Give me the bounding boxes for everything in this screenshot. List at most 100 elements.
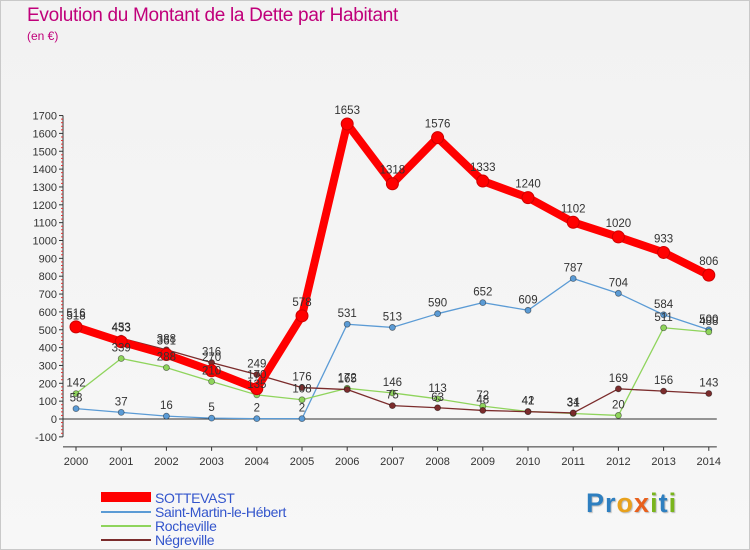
data-label: 584	[654, 299, 674, 311]
y-tick-label: 0	[51, 414, 57, 426]
x-tick-label: 2014	[697, 456, 721, 468]
x-tick-label: 2007	[380, 456, 404, 468]
data-point	[476, 174, 490, 188]
legend-label: Négreville	[155, 532, 215, 548]
data-point	[434, 395, 442, 403]
data-point	[253, 415, 261, 423]
data-label: 142	[66, 378, 85, 390]
data-point	[253, 371, 261, 378]
data-point	[295, 309, 309, 323]
y-tick-label: 100	[39, 396, 57, 408]
data-label: 806	[699, 256, 718, 268]
data-label: 108	[292, 384, 311, 396]
data-point	[524, 408, 532, 416]
y-tick-label: 1200	[33, 200, 57, 212]
data-point	[343, 320, 351, 328]
data-label: 590	[428, 298, 447, 310]
data-label: 1333	[470, 162, 496, 174]
data-point	[524, 306, 532, 314]
logo-letter: i	[668, 488, 678, 518]
proxiti-logo: Proxiti	[586, 488, 677, 519]
data-label: 48	[476, 394, 489, 406]
legend-label: Rocheville	[155, 518, 217, 534]
data-point	[298, 396, 306, 404]
y-tick-label: 1000	[33, 236, 57, 248]
data-point	[660, 387, 667, 395]
data-label: 210	[202, 366, 221, 378]
legend-label: Saint-Martin-le-Hébert	[155, 504, 287, 520]
x-tick-label: 2013	[651, 456, 675, 468]
y-tick-label: 500	[39, 325, 57, 337]
data-point	[208, 378, 216, 385]
logo-letter: x	[634, 488, 651, 518]
data-label: 34	[567, 397, 580, 409]
data-point	[388, 389, 396, 397]
data-point	[388, 402, 396, 410]
data-label: 1020	[606, 218, 632, 230]
data-point	[159, 348, 173, 362]
data-label: 42	[522, 396, 535, 408]
x-tick-label: 2008	[425, 456, 449, 468]
data-label: 176	[292, 372, 311, 384]
data-label: 31	[567, 397, 580, 409]
series-negreville	[72, 323, 713, 417]
data-label: 500	[699, 314, 718, 326]
legend-swatch	[101, 511, 151, 513]
data-point	[479, 299, 487, 307]
data-point	[569, 275, 577, 282]
data-point	[705, 390, 713, 397]
data-point	[72, 390, 80, 398]
logo-letter: P	[586, 488, 606, 518]
data-point	[434, 404, 442, 412]
data-label: 5	[208, 402, 214, 414]
data-label: 135	[247, 379, 266, 391]
data-label: 516	[66, 308, 85, 320]
data-point	[114, 335, 128, 349]
data-label: 609	[518, 294, 537, 306]
y-tick-label: 1100	[33, 218, 57, 230]
legend-swatch	[101, 525, 151, 527]
series-lines	[69, 117, 716, 423]
x-tick-label: 2012	[606, 456, 630, 468]
data-label: 63	[431, 392, 444, 404]
data-point	[385, 177, 399, 191]
data-point	[705, 328, 713, 336]
y-tick-label: 1700	[33, 111, 57, 123]
chart-axes: -100 0 100 200 300 400 500 600 700 800 900 1000 1100…	[33, 111, 722, 468]
data-label: 531	[338, 308, 357, 320]
data-label: 1102	[561, 203, 586, 215]
data-point	[250, 382, 264, 396]
y-tick-label: 400	[39, 343, 57, 355]
data-point	[162, 364, 170, 371]
data-point	[611, 230, 625, 244]
y-tick-label: 1600	[33, 128, 57, 140]
data-label: 787	[564, 263, 583, 275]
series-saint-martin-le-hebert	[72, 275, 713, 423]
data-point	[431, 131, 445, 145]
data-label: 270	[202, 352, 221, 364]
y-tick-label: 200	[39, 378, 57, 390]
x-tick-label: 2004	[245, 456, 269, 468]
data-label: 511	[654, 312, 672, 324]
data-label: 433	[112, 323, 131, 335]
x-tick-label: 2011	[561, 456, 585, 468]
data-label: 249	[247, 359, 266, 371]
data-label: 453	[112, 322, 131, 334]
data-label: 652	[473, 287, 492, 299]
data-point	[434, 310, 442, 318]
data-point	[660, 324, 667, 332]
data-label: 41	[522, 396, 535, 408]
x-tick-label: 2006	[335, 456, 359, 468]
data-label: 169	[609, 373, 628, 385]
data-point	[615, 385, 622, 393]
data-label: 58	[70, 393, 83, 405]
logo-letter: i	[650, 488, 659, 518]
data-label: 578	[292, 297, 311, 309]
data-label: 1318	[380, 165, 406, 177]
data-label: 75	[386, 390, 399, 402]
data-label: 16	[160, 400, 173, 412]
data-label: 2	[254, 403, 260, 415]
chart-title: Evolution du Montant de la Dette par Hab…	[27, 5, 398, 26]
legend-label: SOTTEVAST	[155, 490, 235, 506]
